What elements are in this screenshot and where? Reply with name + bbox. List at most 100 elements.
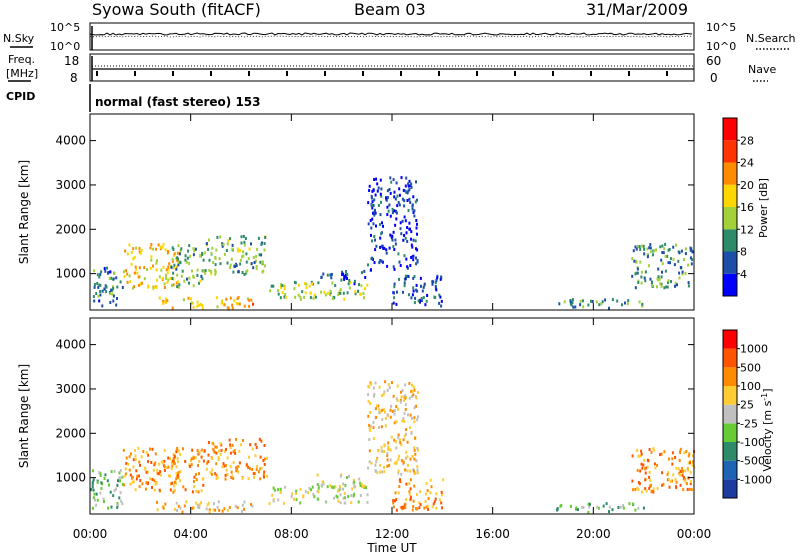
echo-cell [412,505,415,508]
echo-cell [667,471,670,475]
echo-cell [648,470,651,474]
echo-cell [406,191,409,195]
echo-cell [641,302,644,306]
echo-cell [374,208,376,212]
colorbar-segment [723,207,737,230]
echo-cell [299,295,302,299]
echo-cell [125,461,128,465]
echo-cell [675,243,677,247]
echo-cell [95,292,98,295]
echo-cell [633,259,636,263]
echo-cell [374,238,376,242]
freq-right-tick-bottom: 0 [710,71,718,85]
echo-cell [667,281,669,285]
echo-cell [158,462,161,466]
echo-cell [631,454,634,458]
echo-cell [416,468,419,472]
echo-cell [263,444,266,447]
echo-cell [155,268,158,272]
echo-cell [171,277,174,280]
echo-cell [272,486,275,490]
echo-cell [185,260,188,264]
echo-cell [372,421,375,424]
echo-cell [661,251,664,254]
echo-cell [232,450,235,454]
echo-cell [317,497,320,501]
echo-cell [405,482,408,486]
echo-cell [190,301,193,305]
echo-cell [262,473,265,477]
echo-cell [639,247,642,251]
echo-cell [379,192,382,196]
echo-cell [243,243,246,247]
echo-cell [404,408,407,411]
echo-cell [177,244,180,248]
echo-cell [110,276,113,280]
echo-cell [388,187,391,191]
echo-cell [408,482,411,486]
echo-cell [241,255,244,259]
echo-cell [406,455,409,459]
echo-cell [396,290,398,294]
x-tick-label: 00:00 [73,527,108,541]
echo-cell [378,425,380,429]
echo-cell [299,487,302,491]
echo-cell [392,265,395,269]
freq-dip [552,71,554,76]
echo-cell [247,257,250,261]
echo-cell [336,495,339,499]
echo-cell [342,496,345,500]
echo-cell [116,483,119,487]
echo-cell [648,246,651,250]
echo-cell [137,283,140,287]
echo-cell [161,276,164,280]
echo-cell [260,439,263,443]
echo-cell [123,474,126,478]
echo-cell [679,447,682,451]
echo-cell [197,505,200,509]
echo-cell [668,248,671,251]
echo-cell [224,477,227,481]
echo-cell [169,457,171,461]
echo-cell [284,485,287,489]
echo-cell [412,499,415,503]
echo-cell [677,467,680,471]
echo-cell [388,386,391,390]
echo-cell [201,477,204,481]
echo-cell [303,295,306,299]
echo-cell [399,398,402,402]
echo-cell [335,494,338,498]
echo-cell [251,447,254,451]
echo-cell [579,303,582,307]
echo-cell [637,506,640,510]
echo-cell [379,463,382,467]
echo-cell [231,443,234,447]
echo-cell [416,289,419,293]
power-colorbar-label: Power [dB] [757,178,770,238]
echo-cell [684,247,687,251]
echo-cell [169,474,172,478]
echo-cell [404,277,407,281]
echo-cell [101,304,104,308]
echo-cell [392,501,395,505]
echo-cell [680,249,683,253]
echo-cell [353,282,356,286]
echo-cell [354,292,357,296]
echo-cell [419,276,422,280]
echo-cell [650,450,653,454]
echo-cell [243,304,246,308]
echo-cell [182,447,184,451]
echo-cell [403,254,406,258]
echo-cell [352,494,355,498]
echo-cell [169,276,172,280]
echo-cell [634,272,637,276]
echo-cell [621,303,623,307]
echo-cell [372,394,375,398]
echo-cell [144,487,147,491]
echo-cell [410,243,413,247]
echo-cell [639,454,642,458]
echo-cell [281,284,284,288]
echo-cell [664,255,667,258]
velocity-ylabel: Slant Range [km] [17,364,31,468]
echo-cell [380,200,382,204]
